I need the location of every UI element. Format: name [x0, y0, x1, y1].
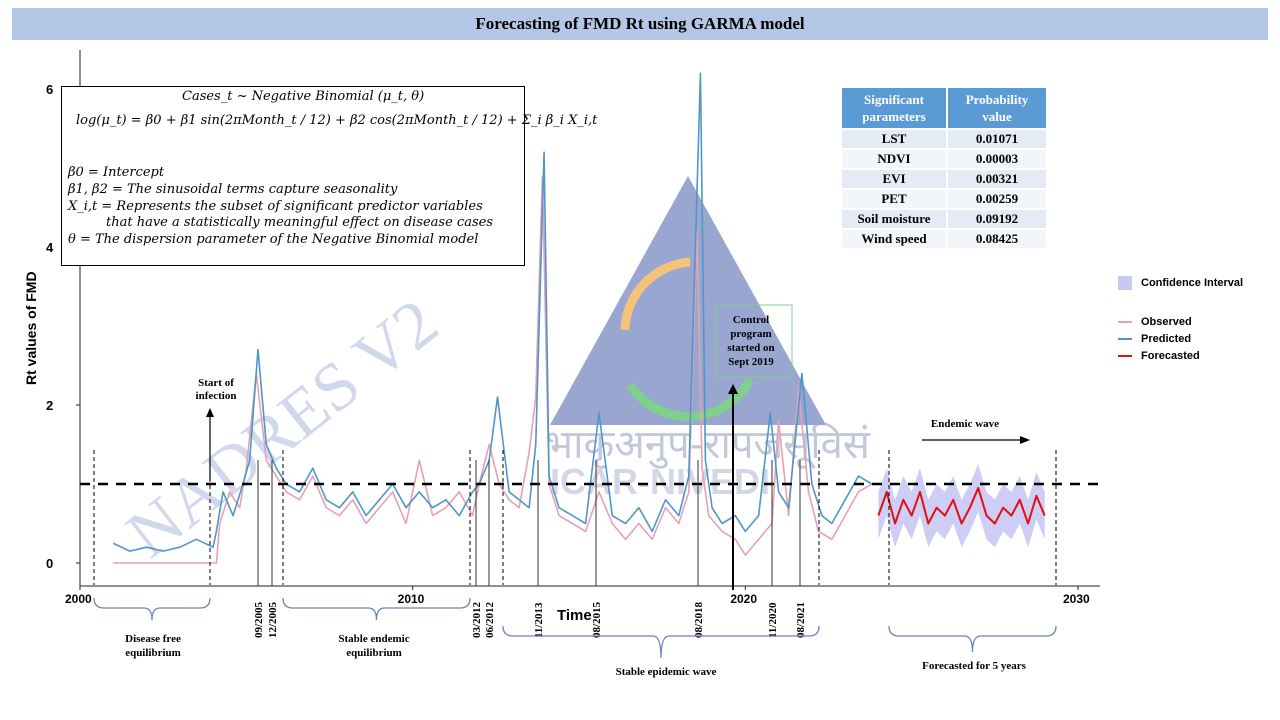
- forecasted-line: [877, 486, 1046, 525]
- y-tick-label: 6: [46, 82, 53, 97]
- legend-label-forecasted: Forecasted: [1141, 350, 1200, 362]
- param-pvalue: 0.01071: [948, 130, 1046, 148]
- endemic-wave-arrowhead: [1020, 436, 1030, 444]
- observed-line: [113, 175, 873, 564]
- legend-item-predicted: Predicted: [1118, 333, 1191, 345]
- annotations: 09/2005 12/2005 03/2012 06/2012 11/2013 08/20…: [93, 304, 1057, 659]
- definition-x: X_i,t = Represents the subset of signifi…: [68, 199, 483, 214]
- table-row: LST 0.01071: [842, 130, 1046, 148]
- confidence-interval: [878, 464, 1045, 548]
- param-pvalue: 0.00003: [948, 150, 1046, 168]
- legend-label-ci: Confidence Interval: [1141, 277, 1244, 289]
- param-pvalue: 0.09192: [948, 210, 1046, 228]
- ci-swatch: [1118, 276, 1132, 290]
- legend-item-ci: Confidence Interval: [1118, 276, 1243, 290]
- phase-label: Stable endemic equilibrium: [338, 633, 410, 659]
- x-tick-label: 2000: [65, 592, 92, 606]
- brace-stable-epidemic: [502, 625, 820, 659]
- equation-line-1: Cases_t ~ Negative Binomial (μ_t, θ): [182, 89, 425, 104]
- watermark-text: NADRES V2: [112, 284, 451, 572]
- table-header-probability: Probability value: [948, 88, 1046, 128]
- param-pvalue: 0.00259: [948, 190, 1046, 208]
- x-tick-label: 2020: [730, 592, 757, 606]
- event-date-label: 08/2015: [591, 601, 603, 638]
- chart-title: Forecasting of FMD Rt using GARMA model: [475, 14, 805, 33]
- x-tick-label: 2010: [398, 592, 425, 606]
- endemic-wave-label: Endemic wave: [930, 418, 1000, 430]
- param-name: EVI: [842, 170, 946, 188]
- series-layer: [112, 72, 1046, 564]
- table-row: EVI 0.00321: [842, 170, 1046, 188]
- predicted-line: [112, 72, 873, 552]
- table-row: NDVI 0.00003: [842, 150, 1046, 168]
- event-date-label: 11/2013: [533, 602, 545, 638]
- phase-label: Disease free equilibrium: [125, 633, 181, 659]
- param-name: Soil moisture: [842, 210, 946, 228]
- y-tick-label: 0: [46, 556, 53, 571]
- legend-item-forecasted: Forecasted: [1118, 350, 1200, 362]
- table-row: Wind speed 0.08425: [842, 230, 1046, 248]
- start-infection-label: Start of infection: [195, 377, 237, 402]
- legend-item-observed: Observed: [1118, 316, 1192, 328]
- event-date-label: 06/2012: [484, 601, 496, 638]
- x-axis-title: Time: [557, 607, 592, 624]
- param-name: PET: [842, 190, 946, 208]
- definition-x-cont: that have a statistically meaningful eff…: [106, 215, 493, 230]
- param-pvalue: 0.00321: [948, 170, 1046, 188]
- axes: 0 2 4 6 2000 2010 2020 2030 Rt values of FMD Time: [23, 50, 1100, 624]
- y-tick-label: 4: [46, 240, 54, 255]
- brace-stable-endemic: [282, 597, 471, 621]
- observed-swatch: [1118, 321, 1132, 323]
- brace-disease-free: [93, 597, 211, 621]
- x-tick-label: 2030: [1063, 592, 1090, 606]
- ci-band: [878, 464, 1045, 548]
- start-infection-arrowhead: [206, 408, 214, 417]
- table-header-parameters: Significant parameters: [842, 88, 946, 128]
- phase-label: Forecasted for 5 years: [922, 660, 1026, 672]
- logo-arc-orange: [620, 257, 691, 331]
- event-date-label: 09/2005: [253, 601, 265, 638]
- event-date-label: 08/2021: [795, 602, 807, 638]
- legend-label-predicted: Predicted: [1141, 333, 1192, 345]
- event-date-label: 12/2005: [267, 601, 279, 638]
- event-date-label: 11/2020: [767, 602, 779, 638]
- control-program-arrowhead: [728, 384, 738, 394]
- predicted-swatch: [1118, 338, 1132, 340]
- brace-forecast: [888, 625, 1057, 653]
- event-date-label: 08/2018: [693, 601, 705, 638]
- param-pvalue: 0.08425: [948, 230, 1046, 248]
- control-program-label: Control program started on Sept 2019: [727, 314, 775, 368]
- watermark-text: ICAR-NIVEDI: [550, 461, 770, 502]
- definition-theta: θ = The dispersion parameter of the Nega…: [68, 232, 479, 247]
- phase-label: Stable epidemic wave: [615, 666, 717, 678]
- equation-line-2: log(μ_t) = β0 + β1 sin(2πMonth_t / 12) +…: [76, 113, 598, 128]
- control-program-box: [715, 304, 793, 378]
- model-equation-box: Cases_t ~ Negative Binomial (μ_t, θ) log…: [61, 86, 597, 266]
- definition-beta12: β1, β2 = The sinusoidal terms capture se…: [68, 182, 398, 197]
- param-name: LST: [842, 130, 946, 148]
- definition-beta0: β0 = Intercept: [68, 165, 165, 180]
- forecasted-swatch: [1118, 355, 1132, 357]
- event-date-label: 03/2012: [471, 601, 483, 638]
- watermark-text: भाकृअनुप-रापजसूविसं: [545, 422, 871, 469]
- table-row: Soil moisture 0.09192: [842, 210, 1046, 228]
- param-name: NDVI: [842, 150, 946, 168]
- y-axis-title: Rt values of FMD: [23, 271, 39, 385]
- y-tick-label: 2: [46, 398, 53, 413]
- chart-title-bar: Forecasting of FMD Rt using GARMA model: [12, 8, 1268, 40]
- logo-triangle: [550, 176, 826, 425]
- legend-label-observed: Observed: [1141, 316, 1192, 328]
- param-name: Wind speed: [842, 230, 946, 248]
- table-row: PET 0.00259: [842, 190, 1046, 208]
- significant-parameters-table: Significant parameters Probability value…: [840, 86, 1048, 250]
